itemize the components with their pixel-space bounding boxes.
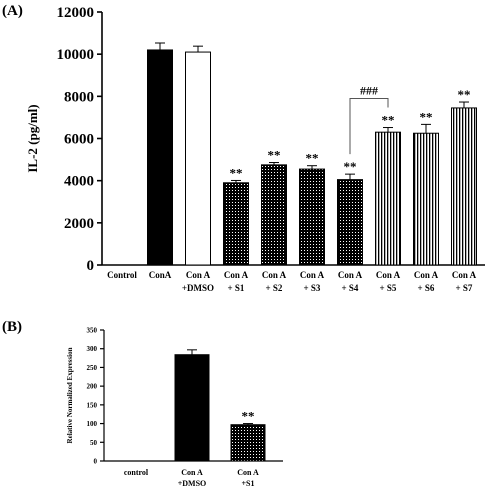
y-tick-label: 50	[90, 439, 98, 447]
y-tick-label: 200	[87, 383, 98, 391]
bar	[451, 107, 477, 266]
category-label: Con A	[300, 270, 325, 280]
y-tick-label: 0	[94, 458, 98, 466]
chart-a: 0 2000 4000 6000 8000 10000 12000 IL-2 (pg/ml) C…	[25, 5, 485, 293]
y-tick-label: 100	[87, 420, 98, 428]
category-label: Con A	[414, 270, 439, 280]
panel-label-b: (B)	[2, 319, 22, 335]
y-tick-label: 150	[87, 401, 98, 409]
category-label-line2: +DMSO	[178, 479, 207, 488]
significance-marker: **	[230, 165, 243, 180]
category-label-line2: + S6	[418, 283, 435, 293]
category-label-line2: + S7	[456, 283, 473, 293]
significance-bracket	[349, 97, 389, 155]
y-tick-label: 2000	[64, 216, 94, 232]
bar	[223, 182, 249, 266]
y-tick-label: 6000	[64, 132, 94, 148]
bar	[413, 132, 439, 266]
category-label: Con A	[224, 270, 249, 280]
significance-marker: **	[382, 113, 395, 128]
y-tick-label: 0	[87, 258, 95, 274]
bar	[174, 354, 210, 462]
y-tick-label: 300	[87, 345, 98, 353]
bracket-label: ###	[360, 83, 378, 97]
y-axis-label: IL-2 (pg/ml)	[25, 104, 40, 172]
y-tick-label: 12000	[57, 5, 95, 21]
category-label: ConA	[149, 270, 172, 280]
category-label-line2: +S1	[241, 479, 254, 488]
category-label: Con A	[452, 270, 477, 280]
category-label-line2: + S2	[266, 283, 283, 293]
category-label-line2: + S5	[380, 283, 397, 293]
bar	[261, 164, 287, 266]
y-tick-label: 350	[87, 327, 98, 335]
bar	[337, 179, 363, 266]
category-label: Control	[107, 270, 137, 280]
bar	[147, 49, 173, 266]
y-tick-label: 4000	[64, 174, 94, 190]
category-label-line2: + S1	[228, 283, 245, 293]
y-tick-label: 250	[87, 364, 98, 372]
panel-label-a: (A)	[2, 3, 23, 19]
bar	[299, 168, 325, 266]
category-label: Con A	[262, 270, 287, 280]
bar	[375, 131, 401, 266]
category-label-line2: + S4	[342, 283, 359, 293]
significance-marker: **	[420, 109, 433, 124]
bar	[230, 424, 266, 462]
significance-marker: **	[268, 148, 281, 163]
category-label: Con A	[237, 468, 259, 477]
category-label: Con A	[338, 270, 363, 280]
significance-marker: **	[306, 151, 319, 166]
y-axis-label: Relative Normalized Expression	[66, 347, 74, 443]
category-label: Con A	[181, 468, 203, 477]
category-label: control	[124, 468, 149, 477]
category-label: Con A	[186, 270, 211, 280]
category-label-line2: +DMSO	[182, 283, 214, 293]
significance-marker: **	[242, 409, 255, 424]
significance-marker: **	[344, 159, 357, 174]
category-label: Con A	[376, 270, 401, 280]
bar	[185, 51, 211, 266]
y-tick-label: 8000	[64, 89, 94, 105]
category-label-line2: + S3	[304, 283, 321, 293]
chart-b: 0 50 100 150 200 250 300 350 Relative Normalized…	[66, 327, 283, 488]
significance-marker: **	[458, 87, 471, 102]
y-tick-label: 10000	[57, 47, 95, 63]
